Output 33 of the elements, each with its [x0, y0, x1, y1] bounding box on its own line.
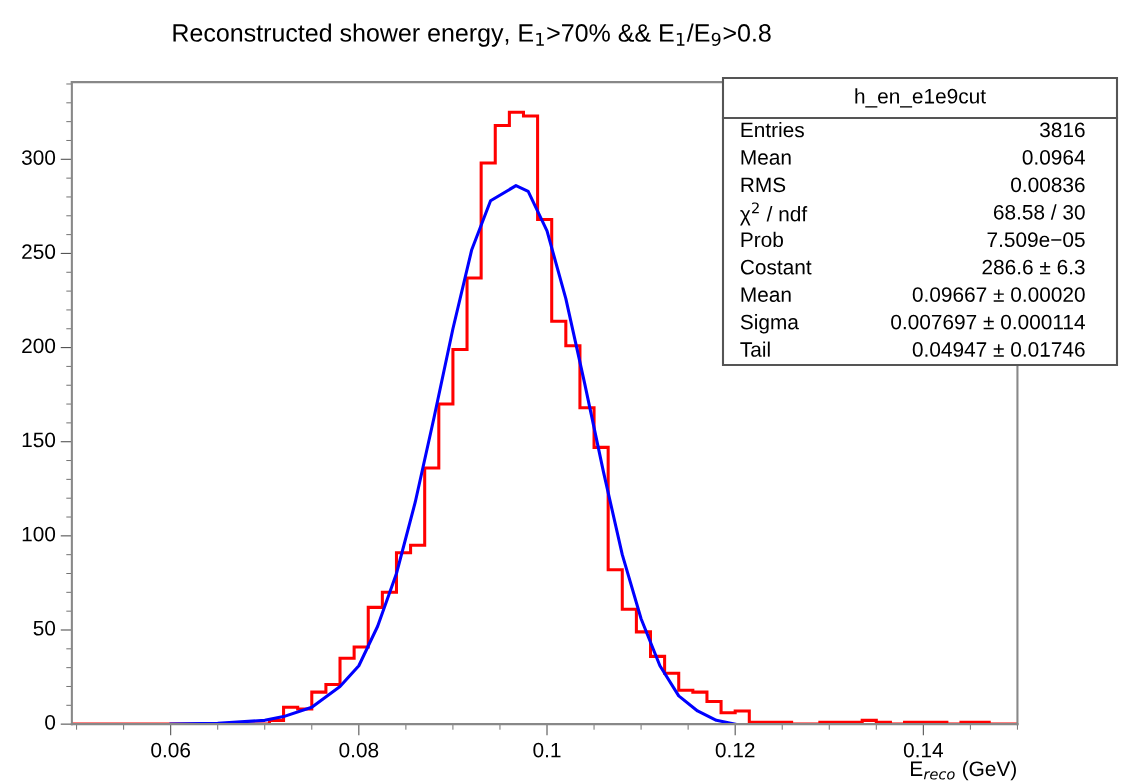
- x-axis-title: E$_{reco}$ (GeV): [911, 760, 1016, 781]
- annotation: 0.09667 ± 0.00020: [912, 287, 1085, 302]
- annotation: RMS: [741, 177, 786, 193]
- annotation: 0.04947 ± 0.01746: [912, 342, 1085, 357]
- x-tick-label: 0.1: [533, 742, 561, 758]
- y-tick-label: 100: [22, 526, 56, 542]
- annotation: Mean: [741, 287, 791, 302]
- y-tick-label: 300: [21, 150, 56, 165]
- text: 3816: [1040, 122, 1085, 138]
- annotation: 286.6 ± 6.3: [982, 259, 1085, 275]
- y-tick-label: 200: [22, 338, 56, 354]
- annotation: Prob: [741, 231, 783, 248]
- y-tick-label: 250: [22, 244, 56, 260]
- x-tick-label: 0.14: [903, 742, 944, 758]
- y-tick-label: 0: [45, 714, 56, 730]
- annotation: 68.58 / 30: [993, 204, 1085, 220]
- y-tick-label: 50: [33, 620, 56, 636]
- x-tick-label: 0.06: [151, 742, 191, 758]
- x-tick-label: 0.12: [715, 742, 755, 758]
- chart-title: Reconstructed shower energy, E$_{1}$>70% && E$_{1}$/E$_{9}$>0.8: [173, 23, 771, 47]
- annotation: Costant: [740, 259, 812, 275]
- y-tick-label: 150: [22, 432, 56, 448]
- annotation: Tail: [740, 341, 770, 357]
- text: 0.0964: [1022, 150, 1085, 165]
- annotation: 0.00836: [1011, 177, 1085, 193]
- annotation: 0.007697 ± 0.000114: [891, 314, 1085, 330]
- annotation: Entries: [741, 122, 804, 138]
- annotation: h_en_e1e9cut: [855, 88, 986, 108]
- x-tick-label: 0.08: [339, 742, 379, 758]
- annotation: 7.509e−05: [987, 232, 1085, 248]
- annotation: Mean: [741, 150, 791, 165]
- annotation: Sigma: [740, 314, 799, 334]
- annotation: χ$^{2}$ / ndf: [740, 202, 808, 226]
